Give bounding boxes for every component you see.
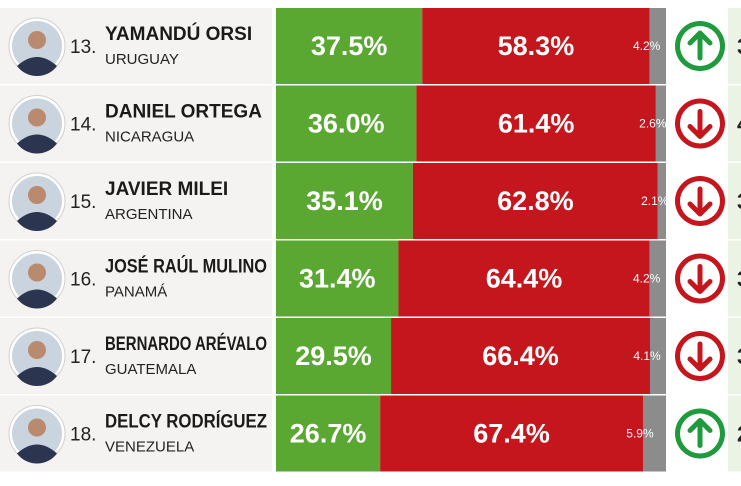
approve-bar	[276, 395, 381, 472]
country: NICARAGUA	[105, 128, 194, 145]
country: URUGUAY	[105, 51, 179, 68]
side-panel	[728, 318, 741, 394]
side-panel	[728, 163, 741, 239]
name: DELCY RODRÍGUEZ	[105, 411, 267, 433]
undecided-label: 5.9%	[626, 427, 654, 441]
disapprove-label: 61.4%	[498, 109, 575, 139]
portrait-body	[17, 212, 57, 231]
side-panel	[728, 240, 741, 317]
next-value: 2	[737, 421, 741, 446]
rank: 18.	[70, 425, 96, 446]
side-panel	[728, 395, 741, 472]
portrait-head	[28, 31, 46, 49]
rank: 16.	[70, 270, 96, 291]
disapprove-label: 67.4%	[473, 419, 550, 449]
name: DANIEL ORTEGA	[105, 102, 262, 123]
undecided-bar	[649, 240, 666, 317]
country: VENEZUELA	[105, 438, 194, 455]
undecided-label: 2.6%	[639, 117, 667, 131]
undecided-bar	[655, 85, 666, 162]
portrait-head	[28, 108, 46, 127]
next-value: 4	[737, 111, 741, 136]
approve-bar	[276, 85, 417, 162]
side-panel	[728, 8, 741, 84]
next-value: 3	[737, 189, 741, 214]
portrait-body	[17, 57, 57, 76]
undecided-label: 4.2%	[633, 39, 661, 53]
approve-label: 29.5%	[295, 341, 372, 371]
next-value: 3	[737, 34, 741, 59]
name: JAVIER MILEI	[105, 179, 228, 200]
disapprove-bar	[416, 85, 656, 162]
portrait-body	[17, 444, 57, 464]
country: PANAMÁ	[105, 283, 167, 300]
name: YAMANDÚ ORSI	[105, 23, 252, 45]
approve-label: 26.7%	[290, 419, 367, 449]
rank: 13.	[70, 37, 96, 58]
approve-label: 31.4%	[299, 264, 376, 294]
undecided-label: 2.1%	[641, 194, 669, 208]
country: ARGENTINA	[105, 206, 193, 223]
portrait-head	[28, 186, 46, 204]
undecided-bar	[642, 395, 666, 472]
trend-arrow	[687, 186, 713, 217]
disapprove-bar	[398, 240, 650, 317]
approve-bar	[276, 318, 392, 394]
name: BERNARDO ARÉVALO	[105, 333, 267, 355]
rank: 17.	[70, 347, 96, 368]
portrait-body	[17, 289, 57, 309]
approve-bar	[276, 8, 423, 84]
trend-arrow	[687, 264, 713, 294]
undecided-label: 4.2%	[633, 272, 661, 286]
portrait-body	[17, 367, 57, 386]
next-value: 3	[737, 266, 741, 291]
rank: 15.	[70, 192, 96, 213]
portrait-head	[28, 341, 46, 359]
disapprove-label: 62.8%	[497, 186, 574, 216]
side-panel	[728, 85, 741, 162]
disapprove-label: 64.4%	[486, 264, 563, 294]
name: JOSÉ RAÚL MULINO	[105, 256, 267, 278]
undecided-bar	[650, 318, 666, 394]
undecided-bar	[649, 8, 666, 84]
portrait-head	[28, 263, 46, 282]
trend-arrow	[687, 30, 713, 61]
portrait-head	[28, 418, 46, 437]
approve-label: 37.5%	[311, 31, 388, 61]
disapprove-bar	[380, 395, 643, 472]
undecided-label: 4.1%	[633, 349, 661, 363]
country: GUATEMALA	[105, 361, 196, 378]
approve-label: 35.1%	[306, 186, 383, 216]
disapprove-bar	[412, 163, 658, 239]
portrait-body	[17, 134, 57, 154]
disapprove-label: 58.3%	[498, 31, 575, 61]
rank: 14.	[70, 115, 96, 136]
trend-arrow	[687, 109, 713, 139]
undecided-bar	[657, 163, 666, 239]
trend-arrow	[687, 341, 713, 372]
approve-bar	[276, 240, 399, 317]
disapprove-bar	[391, 318, 651, 394]
next-value: 3	[737, 344, 741, 369]
trend-arrow	[687, 418, 713, 448]
approve-bar	[276, 163, 413, 239]
disapprove-label: 66.4%	[482, 341, 559, 371]
disapprove-bar	[422, 8, 650, 84]
approve-label: 36.0%	[308, 109, 385, 139]
